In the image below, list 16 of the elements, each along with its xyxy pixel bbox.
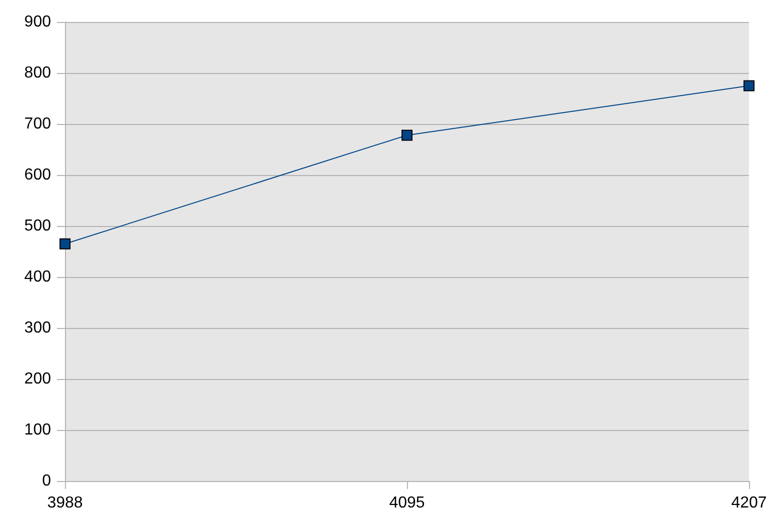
y-tick-label: 800 bbox=[24, 64, 52, 82]
point bbox=[402, 130, 412, 141]
x-tick-label: 3988 bbox=[47, 494, 83, 512]
point bbox=[744, 80, 754, 92]
y-tick-label: 700 bbox=[24, 116, 52, 132]
point bbox=[60, 238, 70, 250]
y-tick-label: 900 bbox=[24, 14, 52, 30]
y-tick-label: 200 bbox=[24, 370, 52, 388]
y-tick-label: 100 bbox=[24, 422, 52, 438]
x-tick-label: 4095 bbox=[389, 494, 425, 512]
y-tick-label: 300 bbox=[24, 320, 52, 336]
y-tick-label: 600 bbox=[24, 166, 52, 184]
y-tick-label: 500 bbox=[24, 218, 52, 234]
x-tick-label: 4207 bbox=[731, 494, 767, 512]
y-tick-label: 0 bbox=[42, 472, 52, 490]
y-tick-label: 400 bbox=[24, 268, 52, 286]
